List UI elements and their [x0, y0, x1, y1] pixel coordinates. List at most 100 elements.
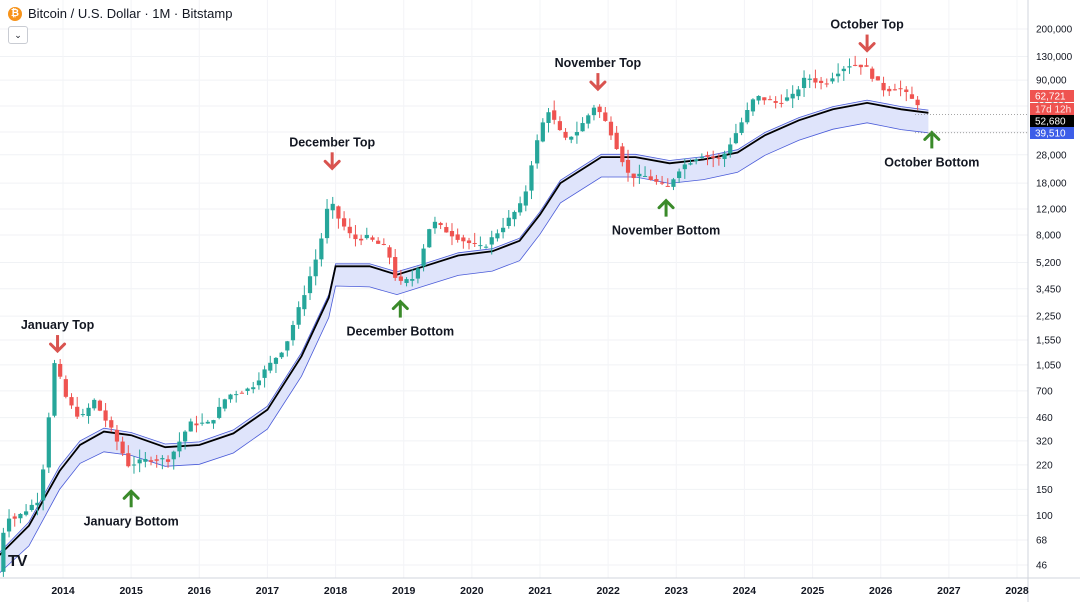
price-tag-mid: 52,680 [915, 113, 1074, 128]
y-tick-label: 460 [1036, 413, 1053, 424]
candle-body [563, 131, 568, 138]
price-tag-box [1030, 127, 1074, 139]
y-tick-label: 3,450 [1036, 284, 1061, 295]
candle-body [671, 179, 676, 187]
candle-body [546, 112, 551, 123]
bottom-annotation: January Bottom [84, 489, 179, 528]
candle-body [188, 421, 193, 432]
price-tag-low: 39,510 [915, 127, 1074, 140]
candle-body [58, 363, 63, 377]
candle-body [234, 394, 239, 396]
y-tick-label: 18,000 [1036, 179, 1067, 190]
candle-body [773, 101, 778, 103]
envelope-band [0, 99, 929, 574]
x-tick-label: 2014 [51, 585, 75, 597]
annotation-label: December Bottom [346, 325, 454, 339]
candle-body [86, 407, 91, 417]
candle-body [52, 363, 57, 416]
candle-body [404, 279, 409, 283]
candle-body [205, 421, 210, 424]
top-annotation: November Top [555, 56, 642, 92]
tradingview-logo: TV [8, 553, 27, 570]
candle-body [574, 132, 580, 136]
candle-body [580, 123, 585, 132]
candle-body [892, 89, 898, 91]
candle-body [875, 76, 880, 81]
chart-title: Bitcoin / U.S. Dollar · 1M · Bitstamp [28, 6, 233, 21]
candle-body [211, 420, 216, 424]
candle-body [898, 88, 903, 90]
candle-body [915, 99, 920, 106]
candle-body [818, 80, 824, 83]
candle-body [177, 441, 182, 452]
candle-body [739, 122, 744, 133]
x-tick-label: 2023 [665, 585, 689, 597]
candle-body [637, 173, 642, 177]
y-tick-label: 150 [1036, 485, 1053, 496]
y-tick-label: 5,200 [1036, 258, 1061, 269]
candle-body [114, 429, 120, 442]
candle-body [438, 223, 443, 226]
bitcoin-icon: ₿ [8, 6, 22, 21]
x-tick-label: 2025 [801, 585, 825, 597]
candle-body [41, 469, 46, 501]
y-tick-label: 100 [1036, 511, 1053, 522]
x-tick-label: 2016 [188, 585, 212, 597]
candle-body [302, 295, 307, 310]
collapse-legend-button[interactable]: ⌄ [8, 26, 28, 44]
candle-body [245, 388, 250, 391]
candle-body [279, 352, 284, 358]
candle-body [262, 369, 267, 378]
down-arrow-icon [49, 342, 67, 354]
y-tick-label: 1,550 [1036, 335, 1061, 346]
candle-body [711, 156, 716, 158]
top-annotation: October Top [830, 18, 904, 53]
candle-body [347, 226, 352, 234]
candle-body [909, 94, 915, 99]
candle-body [478, 245, 483, 247]
candle-body [841, 68, 846, 72]
candle-body [307, 276, 313, 294]
candle-body [285, 341, 290, 351]
candle-body [722, 153, 727, 160]
candle-body [23, 511, 29, 515]
candle-body [745, 110, 750, 123]
candle-body [506, 217, 511, 227]
y-tick-label: 700 [1036, 386, 1053, 397]
candle-body [268, 362, 273, 371]
candle-body [313, 259, 318, 277]
down-arrow-icon [589, 80, 607, 92]
candle-body [154, 459, 159, 461]
down-arrow-icon [323, 159, 341, 171]
candle-body [29, 504, 34, 510]
annotation-label: October Bottom [884, 155, 979, 169]
candle-body [483, 246, 489, 248]
candle-body [540, 122, 545, 142]
candle-body [807, 78, 812, 80]
annotation-label: October Top [830, 18, 904, 32]
candle-body [143, 458, 148, 462]
candle-body [682, 164, 687, 170]
candle-body [336, 206, 341, 219]
candle-body [421, 248, 426, 267]
x-tick-label: 2018 [324, 585, 348, 597]
x-tick-label: 2022 [596, 585, 620, 597]
candle-body [801, 77, 807, 89]
candle-body [148, 460, 154, 462]
candle-body [427, 229, 432, 248]
candle-body [364, 234, 369, 239]
candle-body [251, 387, 256, 390]
price-tag-label: 17d 12h [1035, 105, 1071, 116]
bottom-annotation: November Bottom [612, 198, 720, 238]
candle-body [529, 165, 534, 191]
candle-body [228, 394, 233, 400]
candle-body [103, 410, 108, 421]
price-tag-box [1030, 115, 1074, 127]
candle-body [523, 191, 528, 206]
price-tag-price: 62,721 [1030, 90, 1074, 103]
y-tick-label: 28,000 [1036, 150, 1067, 161]
candlesticks [1, 55, 920, 577]
candle-body [46, 417, 51, 468]
x-tick-label: 2027 [937, 585, 961, 597]
